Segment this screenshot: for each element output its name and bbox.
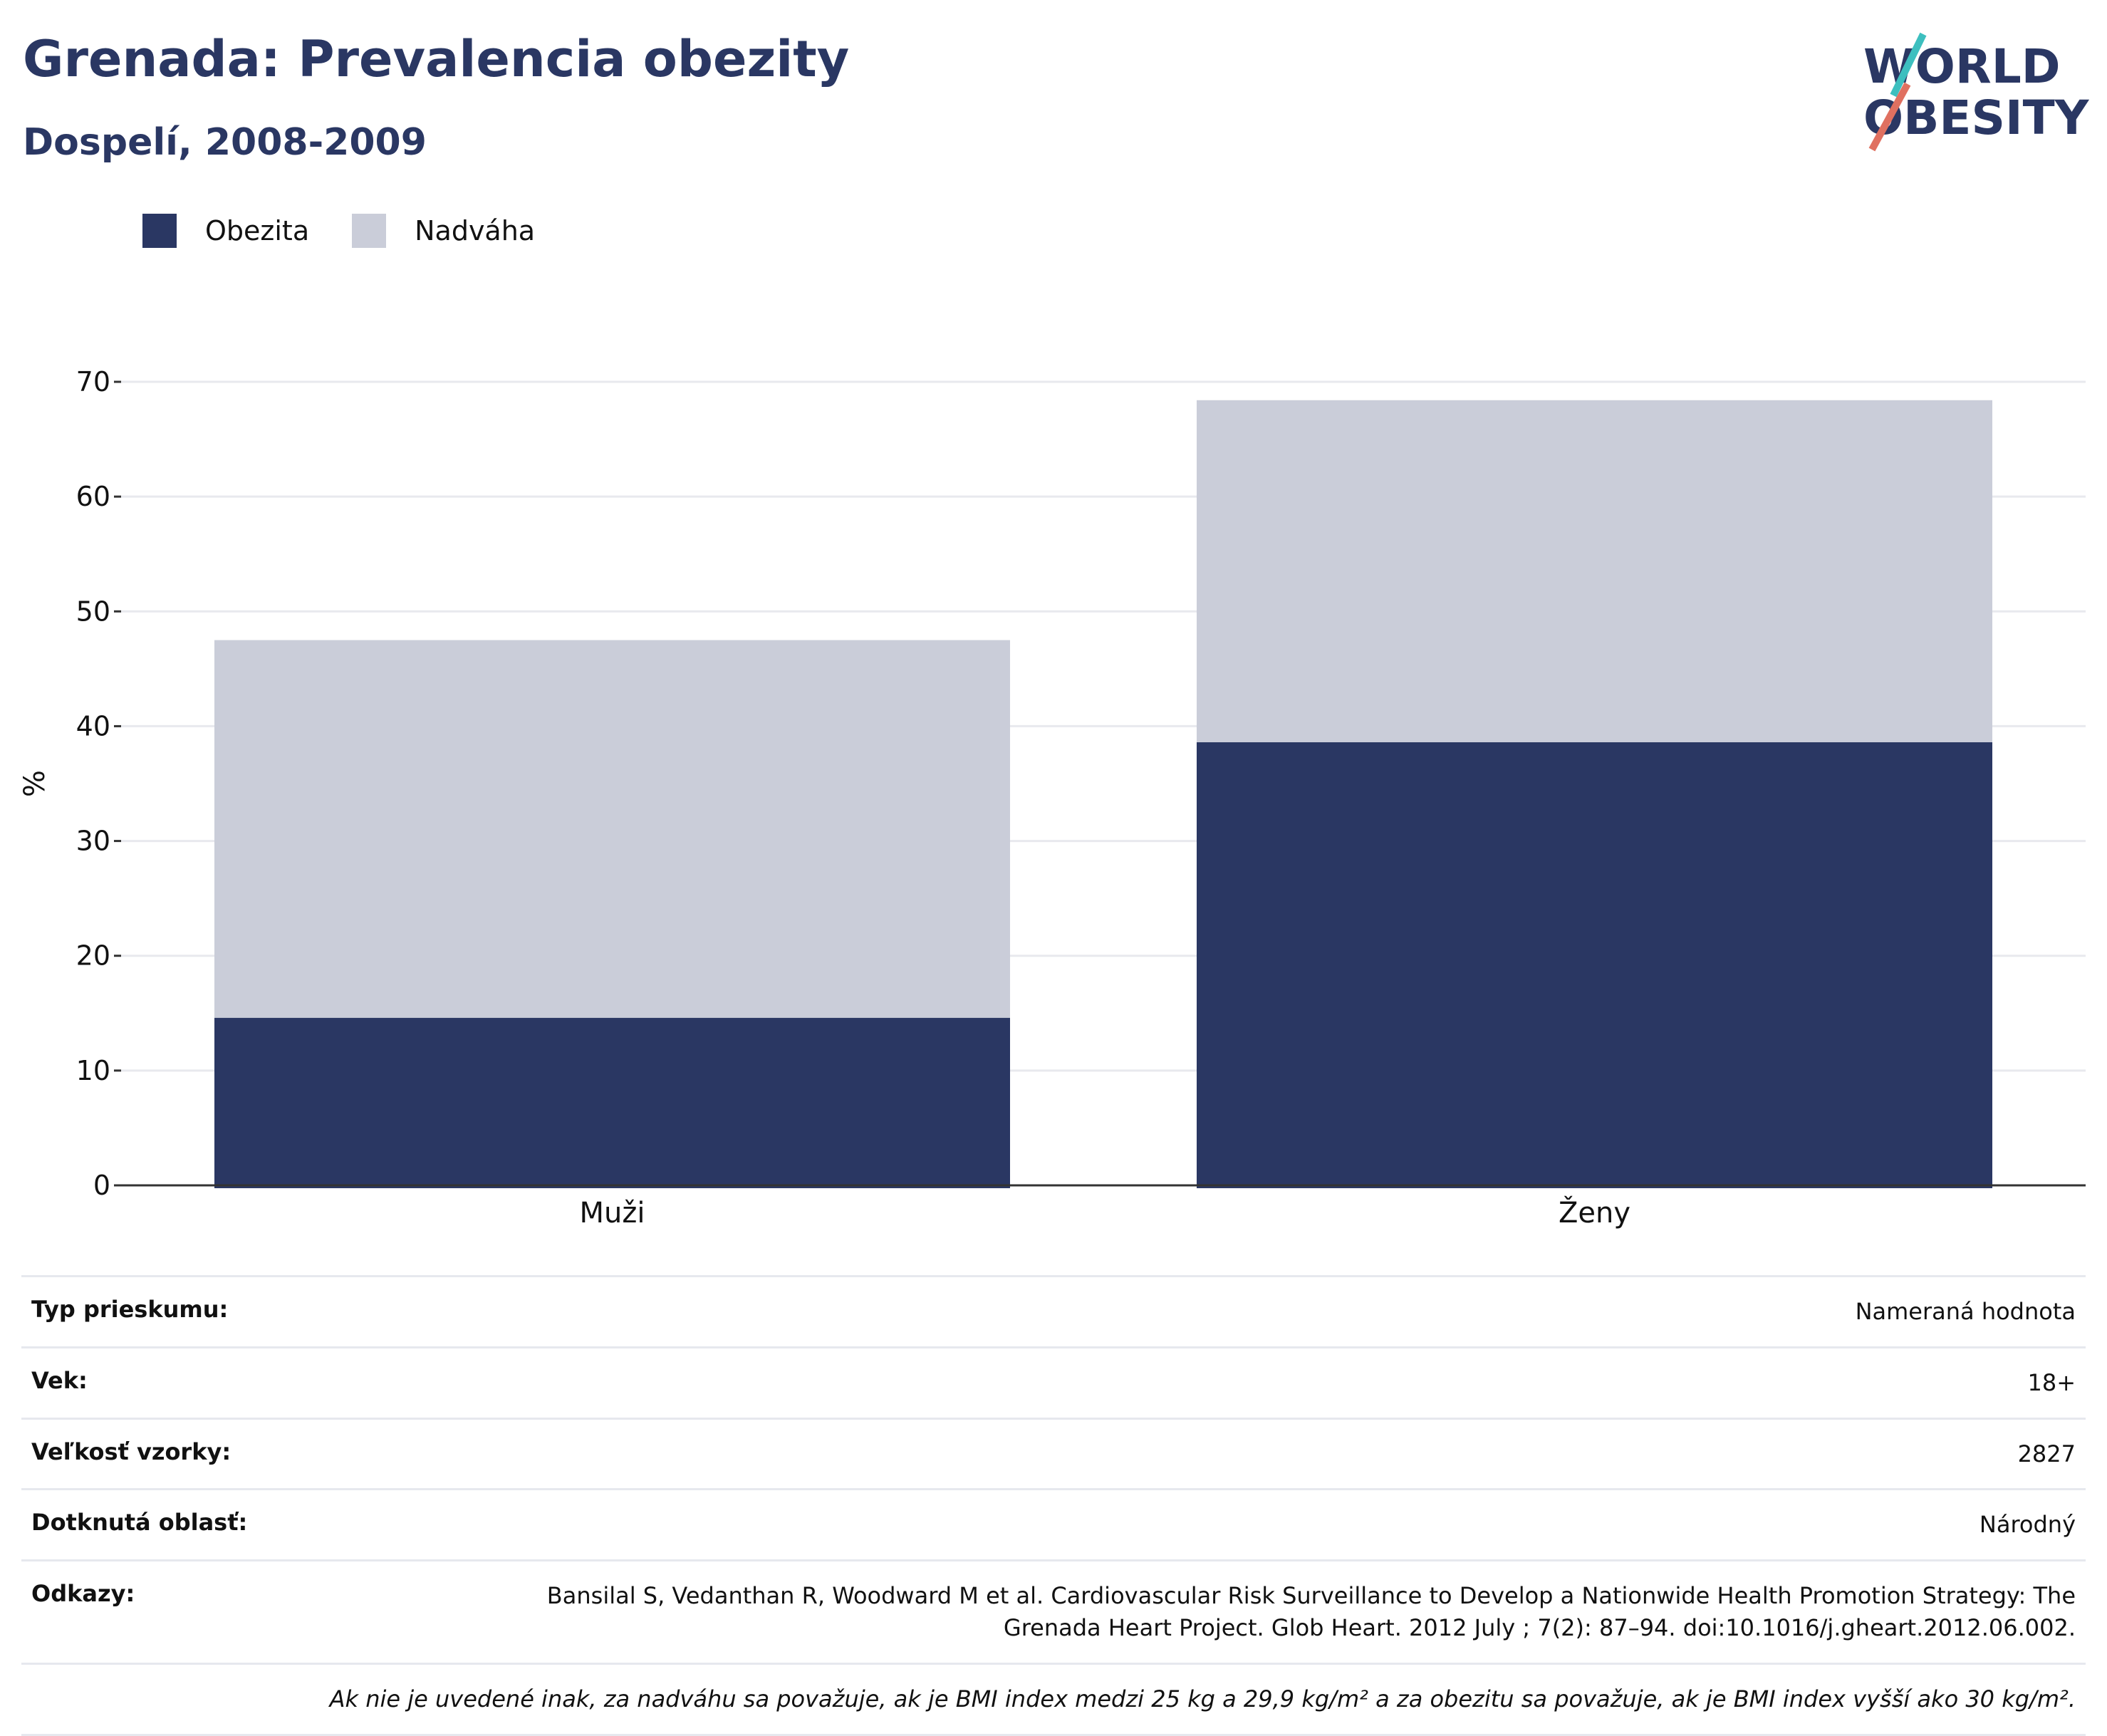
info-row-age: Vek: 18+ (21, 1346, 2086, 1419)
survey-info-table: Typ prieskumu: Nameraná hodnota Vek: 18+… (21, 1275, 2086, 1736)
info-label: Veľkosť vzorky: (21, 1417, 469, 1490)
legend-label-nadvaha: Nadváha (415, 215, 536, 246)
info-value: 18+ (469, 1346, 2086, 1419)
legend-item-nadvaha: Nadváha (352, 214, 535, 248)
x-tick-label: Muži (580, 1197, 645, 1230)
y-tick-label: 30 (76, 826, 110, 857)
y-tick-label: 0 (93, 1170, 110, 1201)
bar-obezita-1 (1197, 742, 1992, 1188)
bar-nadvaha-0 (214, 640, 1010, 1018)
bmi-note: Ak nie je uvedené inak, za nadváhu sa po… (21, 1662, 2086, 1736)
bar-nadvaha-1 (1197, 400, 1992, 742)
legend-swatch-obezita (142, 214, 177, 248)
chart-legend: Obezita Nadváha (142, 214, 578, 248)
info-value: 2827 (469, 1417, 2086, 1490)
info-value: Bansilal S, Vedanthan R, Woodward M et a… (469, 1559, 2086, 1664)
y-tick-label: 70 (76, 366, 110, 397)
page-subtitle: Dospelí, 2008-2009 (23, 121, 427, 164)
legend-item-obezita: Obezita (142, 214, 309, 248)
y-tick-label: 10 (76, 1055, 110, 1086)
legend-label-obezita: Obezita (205, 215, 310, 246)
info-row-survey-type: Typ prieskumu: Nameraná hodnota (21, 1275, 2086, 1348)
x-tick-label: Ženy (1559, 1195, 1630, 1230)
info-value: Národný (469, 1488, 2086, 1561)
bar-chart: 0 10 20 30 40 50 60 70% Muži Ženy (19, 366, 2086, 1230)
y-axis-label: % (19, 770, 51, 797)
y-tick-label: 60 (76, 481, 110, 512)
info-row-area: Dotknutá oblasť: Národný (21, 1488, 2086, 1561)
info-value: Nameraná hodnota (469, 1275, 2086, 1348)
info-row-sample-size: Veľkosť vzorky: 2827 (21, 1417, 2086, 1490)
world-obesity-logo: WORLD OBESITY (1863, 32, 2090, 152)
info-label: Vek: (21, 1346, 469, 1419)
info-row-references: Odkazy: Bansilal S, Vedanthan R, Woodwar… (21, 1559, 2086, 1664)
y-tick-label: 20 (76, 940, 110, 972)
y-tick-label: 50 (76, 596, 110, 627)
page-title: Grenada: Prevalencia obezity (23, 30, 850, 88)
info-label: Dotknutá oblasť: (21, 1488, 469, 1561)
info-label: Odkazy: (21, 1559, 469, 1664)
info-label: Typ prieskumu: (21, 1275, 469, 1348)
legend-swatch-nadvaha (352, 214, 387, 248)
info-row-note: Ak nie je uvedené inak, za nadváhu sa po… (21, 1662, 2086, 1736)
bar-obezita-0 (214, 1017, 1010, 1188)
y-tick-label: 40 (76, 710, 110, 742)
svg-text:WORLD: WORLD (1863, 39, 2061, 94)
